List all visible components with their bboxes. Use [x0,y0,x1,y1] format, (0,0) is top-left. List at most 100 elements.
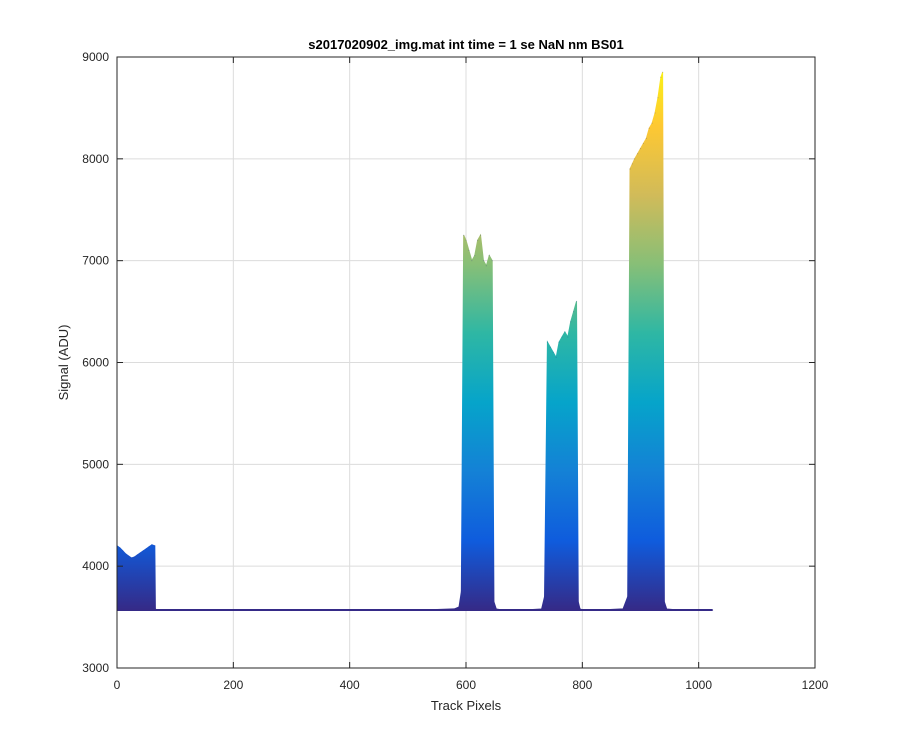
data-point [139,552,141,554]
x-tick-label: 400 [340,678,360,692]
x-axis-label: Track Pixels [431,698,502,713]
data-point [642,142,645,145]
data-point [479,234,482,236]
data-point [581,609,583,611]
data-point [471,260,473,262]
data-point [119,547,121,549]
data-point [663,601,665,603]
data-point [561,336,563,338]
data-point [629,168,631,170]
data-point [155,609,158,611]
y-tick-label: 6000 [82,356,109,370]
data-point [636,153,639,155]
y-tick-label: 5000 [82,457,109,471]
data-point [712,609,714,611]
data-point [645,137,647,140]
data-point [151,544,153,546]
data-point [474,254,476,257]
x-tick-label: 800 [572,678,592,692]
data-point [125,553,127,555]
y-axis-label: Signal (ADU) [56,325,71,401]
data-point [573,310,575,313]
data-point [453,608,455,610]
data-point [460,591,462,593]
data-point [261,609,264,611]
data-point [148,546,150,548]
data-point [660,76,662,78]
data-point [654,112,656,114]
chart-title: s2017020902_img.mat int time = 1 se NaN … [308,37,623,52]
data-point [488,254,490,257]
data-point [133,556,136,558]
data-point [567,336,569,338]
data-point [407,609,409,611]
data-point [662,71,664,73]
data-point [579,608,581,610]
data-point [128,555,130,557]
data-point [174,609,176,611]
series-area [117,72,713,611]
x-tick-labels: 0 200 400 600 800 1000 1200 [114,678,829,692]
data-point [378,609,380,611]
data-point [657,97,659,99]
data-point [349,609,351,611]
x-tick-label: 0 [114,678,121,692]
data-point [468,249,470,252]
data-point [290,609,293,611]
data-point [541,608,543,610]
data-point [154,545,156,547]
data-point [136,554,138,556]
data-point [555,356,557,359]
x-tick-label: 1200 [802,678,829,692]
data-point [491,260,493,262]
data-point [634,158,636,160]
data-point [523,609,525,611]
x-tick-label: 600 [456,678,476,692]
data-point [552,351,554,353]
data-point [599,609,601,611]
data-point [130,557,133,559]
data-point [543,596,546,598]
data-point [485,265,487,267]
data-point [463,234,465,236]
data-point [436,608,438,611]
data-point [622,608,624,610]
data-point [154,608,156,610]
data-point [546,341,549,343]
series-line [116,72,713,611]
tick-marks [116,56,816,669]
data-point [666,608,668,610]
data-point [558,341,560,343]
y-tick-label: 4000 [82,559,109,573]
data-point [458,606,460,608]
data-point [493,601,495,603]
data-point [145,548,147,550]
data-point [648,127,650,129]
data-point [549,346,551,348]
y-tick-label: 7000 [82,254,109,268]
data-point [575,300,578,302]
y-tick-label: 9000 [82,50,109,64]
data-point [142,550,144,552]
data-point [564,331,566,333]
data-point [203,608,205,611]
series-layer [116,71,714,611]
x-tick-label: 200 [223,678,243,692]
data-point [570,321,572,323]
y-tick-label: 8000 [82,152,109,166]
data-point [122,550,124,552]
data-point [465,239,467,241]
data-point [651,122,653,124]
data-point [639,148,642,150]
data-point [319,609,322,611]
data-point [577,601,579,603]
data-point [232,609,234,611]
data-point [495,608,497,610]
data-point [698,609,700,611]
x-tick-label: 1000 [685,678,712,692]
data-point [627,596,629,598]
data-point [477,239,479,241]
data-point [500,609,502,611]
y-tick-label: 3000 [82,661,109,675]
